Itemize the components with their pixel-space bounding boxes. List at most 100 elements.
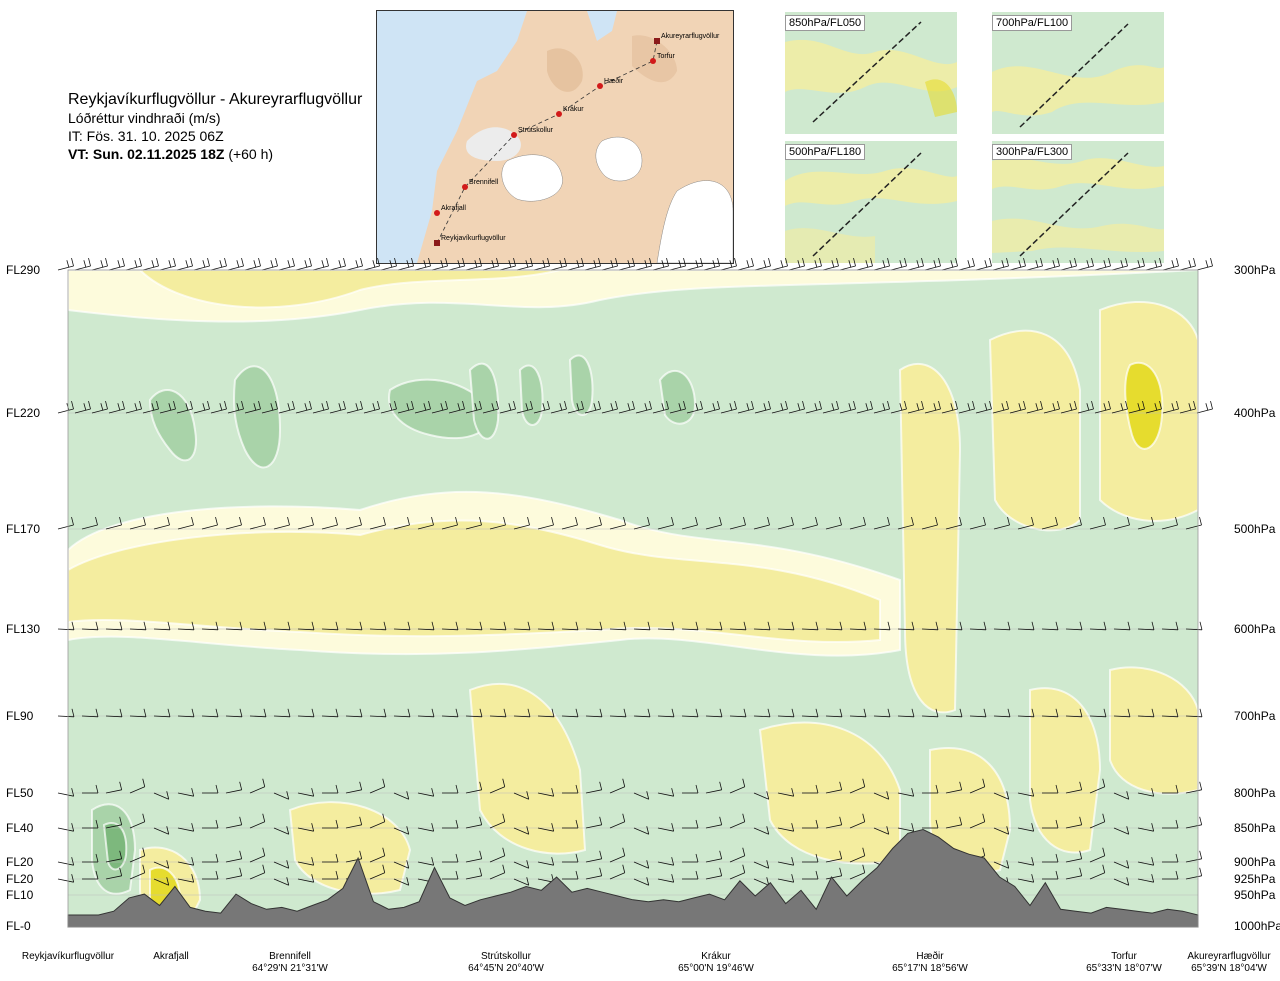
- map-waypoint-marker: [511, 132, 517, 138]
- wind-barb: [321, 516, 338, 530]
- wind-barb: [771, 257, 788, 271]
- field-contour: [137, 269, 561, 309]
- wind-barb: [442, 870, 459, 880]
- wind-barb: [682, 819, 699, 829]
- wind-barb: [993, 791, 1010, 800]
- wind-barb: [1017, 621, 1035, 631]
- map-point-label: Hæðir: [604, 77, 624, 85]
- wind-barb: [393, 860, 410, 869]
- wind-barb: [562, 853, 579, 863]
- wind-barb: [1065, 621, 1083, 631]
- wind-barb: [1089, 621, 1107, 631]
- wind-barb: [1089, 708, 1107, 718]
- wind-barb: [1089, 778, 1106, 794]
- wind-barb: [81, 621, 99, 631]
- wind-barb: [1196, 257, 1213, 271]
- wind-barb: [992, 400, 1009, 414]
- wind-barb: [1113, 708, 1131, 718]
- wind-barb: [249, 864, 266, 880]
- wind-barb: [921, 621, 939, 631]
- wind-barb: [202, 819, 219, 829]
- wind-barb: [873, 826, 890, 835]
- wind-barb: [177, 788, 195, 797]
- wind-barb: [1185, 621, 1203, 631]
- wind-barb: [1113, 826, 1130, 835]
- wind-barb: [729, 813, 746, 829]
- wind-barb: [897, 788, 915, 797]
- wind-barb: [465, 708, 483, 718]
- wind-barb: [1043, 400, 1060, 414]
- wind-barb: [585, 708, 603, 718]
- wind-barb: [1017, 708, 1035, 718]
- location-name: Strútskollur: [480, 951, 531, 962]
- right-axis-label: 850hPa: [1234, 821, 1276, 835]
- left-axis-label: FL130: [6, 622, 41, 636]
- wind-barb: [897, 621, 915, 631]
- wind-barb: [465, 621, 483, 631]
- map-waypoint-marker: [650, 58, 656, 64]
- wind-barb: [921, 708, 939, 718]
- wind-barb: [1041, 708, 1059, 718]
- wind-barb: [91, 257, 108, 271]
- wind-barb: [363, 257, 380, 271]
- wind-barb: [513, 860, 530, 869]
- wind-barb: [657, 857, 675, 866]
- wind-barb: [297, 823, 315, 832]
- wind-barb: [849, 864, 866, 880]
- wind-barb: [1161, 516, 1178, 530]
- wind-barb: [825, 516, 842, 530]
- wind-barb: [550, 400, 567, 414]
- wind-barb: [969, 621, 987, 631]
- field-contour: [468, 362, 500, 440]
- wind-barb: [1089, 813, 1106, 829]
- wind-barb: [153, 516, 170, 530]
- wind-barb: [1111, 257, 1128, 271]
- wind-barb: [1089, 847, 1106, 863]
- wind-barb: [922, 819, 939, 829]
- wind-barb: [533, 400, 550, 414]
- map-airport-marker: [434, 240, 440, 246]
- wind-barb: [1094, 257, 1111, 271]
- wind-barb: [729, 708, 747, 718]
- wind-barb: [82, 784, 99, 794]
- wind-barb: [105, 816, 123, 829]
- wind-barb: [839, 257, 856, 271]
- wind-barb: [261, 400, 278, 414]
- wind-barb: [369, 813, 386, 829]
- wind-barb: [393, 877, 410, 886]
- wind-barb: [825, 781, 843, 794]
- wind-barb: [329, 257, 346, 271]
- wind-barb: [363, 400, 380, 414]
- wind-barb: [273, 791, 290, 800]
- wind-barb: [705, 850, 723, 863]
- wind-barb: [516, 257, 533, 271]
- wind-barb: [737, 257, 754, 271]
- wind-barb: [448, 257, 465, 271]
- wind-barb: [369, 864, 386, 880]
- wind-barb: [924, 400, 941, 414]
- wind-barb: [849, 621, 867, 631]
- wind-barb: [567, 400, 584, 414]
- wind-barb: [777, 516, 794, 530]
- wind-barb: [945, 708, 963, 718]
- field-contour: [67, 519, 881, 643]
- wind-barb: [225, 867, 243, 880]
- wind-barb: [825, 621, 843, 631]
- wind-barb: [393, 791, 410, 800]
- wind-barb: [584, 257, 601, 271]
- wind-barb: [537, 823, 555, 832]
- wind-barb: [729, 864, 746, 880]
- wind-barb: [142, 257, 159, 271]
- wind-barb: [897, 823, 915, 832]
- wind-barb: [801, 516, 818, 530]
- wind-barb: [369, 778, 386, 794]
- wind-barb: [1128, 400, 1145, 414]
- wind-barb: [601, 400, 618, 414]
- panel-700: 700hPa/FL100: [992, 12, 1164, 134]
- wind-barb: [297, 874, 315, 883]
- wind-barb: [153, 877, 170, 886]
- wind-barb: [393, 516, 410, 530]
- wind-barb: [657, 874, 675, 883]
- wind-barb: [1077, 257, 1094, 271]
- left-axis-label: FL170: [6, 522, 41, 536]
